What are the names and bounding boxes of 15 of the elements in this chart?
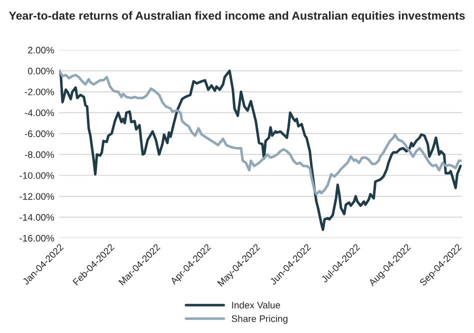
y-tick-label: 2.00% (28, 46, 54, 54)
y-tick-label: -4.00% (24, 109, 54, 116)
y-tick-label: -10.00% (20, 172, 54, 179)
line-series (59, 70, 462, 231)
y-tick-label: -6.00% (24, 130, 54, 138)
y-tick-label: -12.00% (20, 193, 54, 200)
y-tick-label: -16.00% (20, 234, 54, 242)
y-tick-label: -2.00% (24, 88, 54, 96)
y-tick-label: -14.00% (20, 214, 54, 221)
line-series (59, 70, 462, 196)
chart-title: Year-to-date returns of Australian fixed income and Australian equities investments (8, 11, 465, 22)
legend-label: Index Value (232, 302, 280, 308)
y-tick-label: 0.00% (28, 68, 54, 74)
legend-label: Share Pricing (232, 315, 288, 324)
y-tick-label: -8.00% (24, 151, 54, 158)
